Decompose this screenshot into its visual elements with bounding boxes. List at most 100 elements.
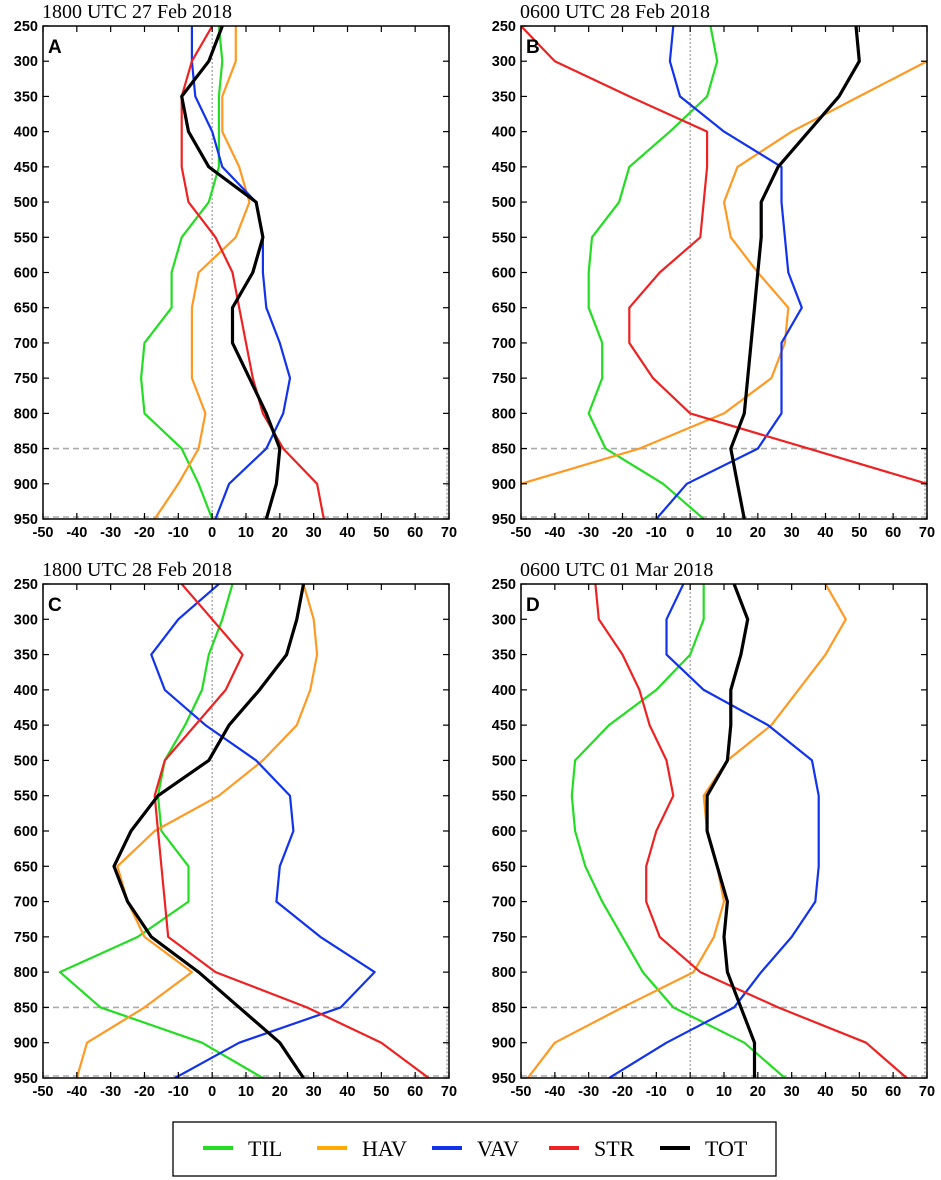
panel-b-xtick-label: 0	[686, 525, 694, 541]
panel-a-xtick-label: 0	[208, 525, 216, 541]
panel-c-frame	[42, 583, 450, 1079]
panel-b-series-group	[521, 26, 927, 519]
panel-a-ytick-label: 250	[14, 19, 38, 35]
panel-d-letter: D	[526, 595, 540, 616]
panel-d-series-group	[526, 584, 908, 1078]
panel-b-xtick-label: -10	[646, 525, 667, 541]
panel-c-series-str	[153, 584, 430, 1078]
panel-b-plot: 2503003504004505005506006507007508008509…	[492, 19, 935, 541]
panel-b-ytick-label: 500	[492, 195, 516, 211]
panel-c-xtick-label: 10	[238, 1084, 254, 1100]
panel-c-title: 1800 UTC 28 Feb 2018	[42, 559, 232, 581]
panel-b-xtick-label: -20	[612, 525, 633, 541]
panel-a-ytick-label: 950	[14, 512, 38, 528]
panel-d-series-tot	[705, 584, 757, 1078]
panel-a-ytick-label: 650	[14, 301, 38, 317]
panel-a-ytick-label: 600	[14, 266, 38, 282]
panel-a-ytick-label: 850	[14, 442, 38, 458]
panel-b-ytick-label: 250	[492, 19, 516, 35]
legend-str-label: STR	[594, 1136, 635, 1161]
panel-b-xtick-label: 30	[784, 525, 800, 541]
panel-d-ytick-label: 650	[492, 859, 516, 875]
panel-d-xtick-label: -30	[578, 1084, 599, 1100]
panel-c-xtick-label: -40	[66, 1084, 87, 1100]
panel-b-series-til	[587, 26, 719, 519]
panel-c-ytick-label: 450	[14, 718, 38, 734]
panel-d-xtick-label: -20	[612, 1084, 633, 1100]
panel-d-xtick-label: 10	[716, 1084, 732, 1100]
legend-hav-label: HAV	[362, 1136, 407, 1161]
panel-c-ytick-label: 950	[14, 1071, 38, 1087]
panel-b-xtick-label: 70	[919, 525, 935, 541]
panel-a-plot: 2503003504004505005506006507007508008509…	[14, 19, 457, 541]
panel-c-series-til	[58, 584, 264, 1078]
panel-b-xtick-label: -30	[578, 525, 599, 541]
panel-a-xtick-label: 70	[441, 525, 457, 541]
panel-c-ytick-label: 600	[14, 824, 38, 840]
panel-b-ytick-label: 900	[492, 477, 516, 493]
panel-c-ytick-label: 800	[14, 965, 38, 981]
panel-d-ytick-label: 800	[492, 965, 516, 981]
panel-d-ytick-label: 850	[492, 1000, 516, 1016]
panel-d-xtick-label: 50	[851, 1084, 867, 1100]
panel-c-ytick-label: 250	[14, 577, 38, 593]
panel-b-frame	[520, 25, 928, 520]
panel-d-series-til	[570, 584, 786, 1078]
panel-d-series-vav	[608, 584, 820, 1078]
panel-b-ytick-label: 950	[492, 512, 516, 528]
panel-a-xtick-label: 20	[272, 525, 288, 541]
panel-b-title: 0600 UTC 28 Feb 2018	[520, 1, 710, 23]
panel-a-xtick-label: 10	[238, 525, 254, 541]
legend-vav-label: VAV	[477, 1136, 519, 1161]
panel-b: 0600 UTC 28 Feb 2018 2503003504004505005…	[492, 1, 935, 541]
panel-c-xtick-label: 50	[373, 1084, 389, 1100]
panel-a-xtick-label: 30	[306, 525, 322, 541]
panel-c-xtick-label: 70	[441, 1084, 457, 1100]
panel-d-ytick-label: 300	[492, 612, 516, 628]
panel-d-xtick-label: -40	[544, 1084, 565, 1100]
panel-c-xtick-label: 20	[272, 1084, 288, 1100]
panel-d-ytick-label: 550	[492, 789, 516, 805]
panel-a-xtick-label: -30	[100, 525, 121, 541]
panel-c-ytick-label: 500	[14, 753, 38, 769]
panel-b-ytick-label: 750	[492, 371, 516, 387]
panel-d-xtick-label: 20	[750, 1084, 766, 1100]
panel-c-ytick-label: 750	[14, 930, 38, 946]
legend: TIL HAV VAV STR TOT	[172, 1121, 777, 1177]
panel-c-xtick-label: -30	[100, 1084, 121, 1100]
panel-a-ytick-label: 500	[14, 195, 38, 211]
panel-c-series-hav	[75, 584, 319, 1078]
panel-a-xtick-label: -10	[168, 525, 189, 541]
panel-d-xtick-label: -50	[511, 1084, 532, 1100]
panel-a-series-tot	[180, 26, 282, 519]
panel-b-xtick-label: 40	[817, 525, 833, 541]
panel-a-xtick-label: 60	[407, 525, 423, 541]
panel-c-ytick-label: 550	[14, 789, 38, 805]
panel-c-ytick-label: 350	[14, 648, 38, 664]
panel-d-series-str	[594, 584, 908, 1078]
panel-b-letter: B	[526, 37, 540, 58]
panel-b-xtick-label: 60	[885, 525, 901, 541]
panel-c-series-group	[58, 584, 430, 1078]
panel-d-ytick-label: 750	[492, 930, 516, 946]
panel-c-ytick-label: 400	[14, 683, 38, 699]
panel-a-series-group	[140, 26, 325, 519]
panel-c-ytick-label: 650	[14, 859, 38, 875]
panel-b-series-tot	[729, 26, 861, 519]
panel-a-ytick-label: 700	[14, 336, 38, 352]
panel-a-letter: A	[48, 37, 62, 58]
panel-d-ytick-label: 350	[492, 648, 516, 664]
panel-a-ytick-label: 400	[14, 125, 38, 141]
panel-a: 1800 UTC 27 Feb 2018 2503003504004505005…	[14, 1, 457, 541]
panel-a-title: 1800 UTC 27 Feb 2018	[42, 1, 232, 23]
panel-d-xtick-label: -10	[646, 1084, 667, 1100]
panel-c: 1800 UTC 28 Feb 2018 2503003504004505005…	[14, 559, 457, 1100]
panel-a-ytick-label: 550	[14, 230, 38, 246]
panel-a-xtick-label: 40	[339, 525, 355, 541]
panel-d-frame	[520, 583, 928, 1079]
panel-c-series-tot	[112, 584, 306, 1078]
panel-c-xtick-label: 60	[407, 1084, 423, 1100]
panel-c-xtick-label: 0	[208, 1084, 216, 1100]
panel-d-ytick-label: 400	[492, 683, 516, 699]
panel-b-ytick-label: 800	[492, 406, 516, 422]
